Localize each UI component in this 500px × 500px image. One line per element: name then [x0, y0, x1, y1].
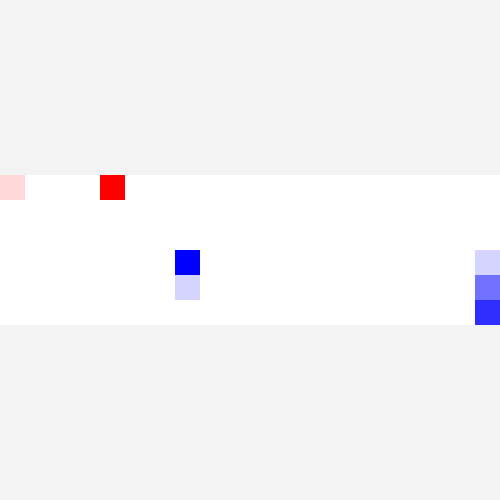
board-cell	[475, 250, 500, 275]
board-cell	[175, 250, 200, 275]
board-cell	[475, 275, 500, 300]
board-cell	[0, 175, 25, 200]
board-cell	[475, 300, 500, 325]
board-cell	[100, 175, 125, 200]
game-board[interactable]	[0, 175, 500, 325]
board-cell	[175, 275, 200, 300]
